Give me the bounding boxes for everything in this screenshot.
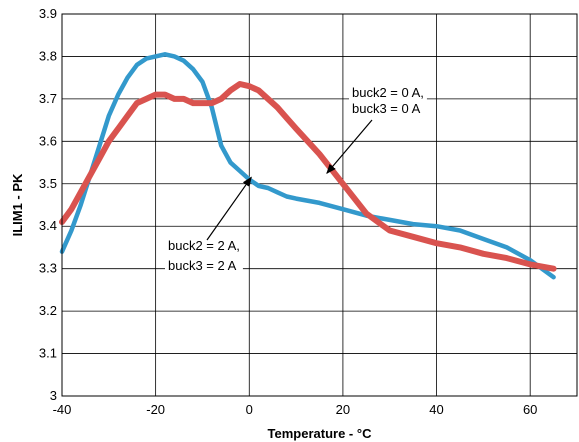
series-line-2 [59,81,557,272]
x-axis-title: Temperature - °C [268,426,373,441]
series-line-1 [59,52,556,280]
annotation-full-load-line-2: buck3 = 2 A [168,258,237,273]
y-tick-label: 3.1 [39,346,57,361]
series-lines [59,52,557,280]
annotation-box-full-load [165,236,243,275]
x-tick-label: -20 [146,402,165,417]
annotation-full-load-line-1: buck2 = 2 A, [168,238,240,253]
y-tick-label: 3.3 [39,261,57,276]
y-tick-label: 3.2 [39,303,57,318]
x-tick-label: 0 [246,402,253,417]
annotation-no-load-line-1: buck2 = 0 A, [352,85,424,100]
y-tick-label: 3.6 [39,133,57,148]
x-tick-label: 60 [523,402,537,417]
y-tick-label: 3.9 [39,6,57,21]
annotation-box-no-load [349,83,427,118]
y-tick-label: 3.7 [39,91,57,106]
annotation-no-load-arrow [326,119,373,175]
x-tick-label: 40 [429,402,443,417]
grid-lines [61,13,577,397]
y-tick-labels: 3 3.1 3.2 3.3 3.4 3.5 3.6 3.7 3.8 3.9 [39,6,57,403]
x-tick-label: -40 [53,402,72,417]
y-tick-label: 3.8 [39,48,57,63]
y-tick-label: 3 [50,388,57,403]
x-tick-label: 20 [336,402,350,417]
y-tick-label: 3.5 [39,176,57,191]
plot-frame [61,13,578,397]
x-tick-labels: -40 -20 0 20 40 60 [53,402,538,417]
annotation-full-load-arrow [206,176,252,241]
annotations: buck2 = 0 A, buck3 = 0 A buck2 = 2 A, bu… [165,83,427,275]
y-axis-title: ILIM1 - PK [10,173,25,236]
annotation-no-load-line-2: buck3 = 0 A [352,101,421,116]
y-tick-label: 3.4 [39,218,57,233]
